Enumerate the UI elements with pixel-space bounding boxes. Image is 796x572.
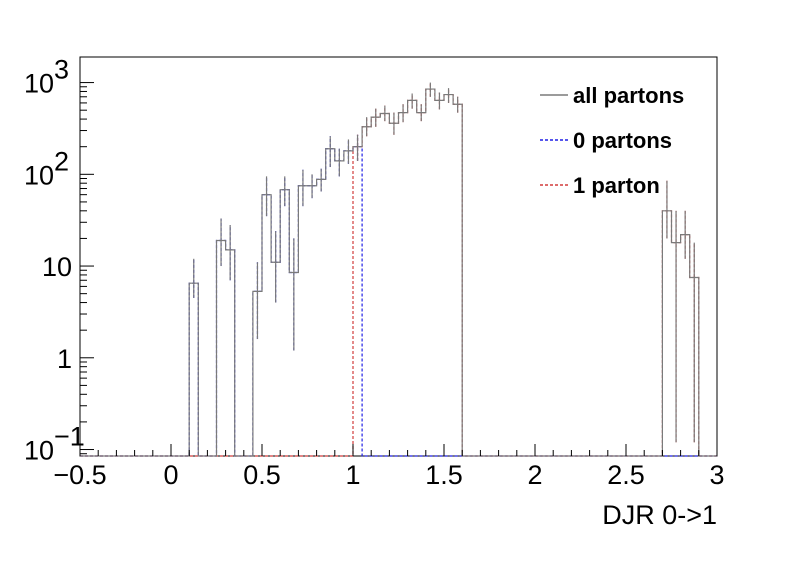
y-tick-label: 1 — [57, 344, 72, 374]
y-tick-label: 10 — [24, 160, 54, 190]
y-tick-label: 10 — [24, 436, 54, 466]
x-tick-label: 3 — [709, 460, 724, 490]
x-axis-title: DJR 0->1 — [602, 500, 717, 530]
histogram-layer — [80, 82, 717, 457]
x-axis: −0.5 0 0.5 1 1.5 2 2.5 3 — [53, 444, 725, 490]
x-tick-label: 2.5 — [607, 460, 645, 490]
x-tick-label: 0.5 — [243, 460, 281, 490]
legend-label: 0 partons — [573, 128, 672, 153]
y-tick-exponent: −1 — [54, 422, 85, 452]
x-tick-label: 0 — [163, 460, 178, 490]
y-tick-exponent: 3 — [54, 55, 69, 85]
legend-label: 1 parton — [573, 173, 660, 198]
legend: all partons 0 partons 1 parton — [540, 83, 684, 198]
x-tick-label: 1.5 — [425, 460, 463, 490]
x-tick-label: 2 — [527, 460, 542, 490]
x-tick-label: 1 — [345, 460, 360, 490]
y-tick-exponent: 2 — [54, 146, 69, 176]
legend-label: all partons — [573, 83, 684, 108]
y-tick-label: 10 — [24, 69, 54, 99]
plot-frame — [79, 56, 718, 457]
x-tick-label: −0.5 — [53, 460, 106, 490]
y-tick-label: 10 — [42, 252, 72, 282]
